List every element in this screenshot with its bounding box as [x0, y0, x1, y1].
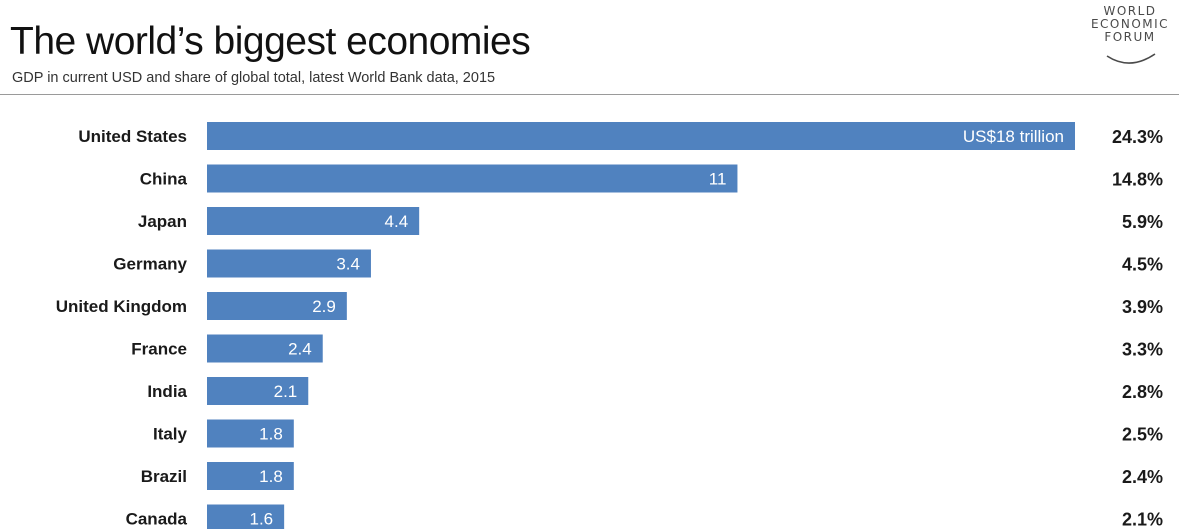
bar-india: [207, 377, 309, 405]
share-label-china: 14.8%: [1112, 170, 1163, 190]
bar-canada: [207, 504, 285, 529]
share-label-united-kingdom: 3.9%: [1122, 297, 1163, 317]
category-label-italy: Italy: [153, 425, 188, 444]
bar-united-states: [207, 122, 1075, 150]
category-label-france: France: [131, 340, 187, 359]
value-label-canada: 1.6: [250, 510, 274, 529]
category-label-united-states: United States: [78, 127, 187, 146]
share-label-italy: 2.5%: [1122, 425, 1163, 445]
bar-united-kingdom: [207, 292, 347, 320]
bar-brazil: [207, 462, 294, 490]
bar-chart: United States US$18 trillion 24.3% China 11 1…: [56, 122, 1163, 529]
share-label-india: 2.8%: [1122, 382, 1163, 402]
category-label-india: India: [147, 382, 187, 401]
value-label-italy: 1.8: [259, 425, 283, 444]
category-label-united-kingdom: United Kingdom: [56, 297, 187, 316]
share-label-japan: 5.9%: [1122, 212, 1163, 232]
share-label-brazil: 2.4%: [1122, 467, 1163, 487]
chart-title: The world’s biggest economies: [10, 20, 531, 63]
value-label-china: 11: [709, 170, 727, 189]
logo-line-world: WORLD: [1103, 4, 1157, 18]
value-label-brazil: 1.8: [259, 467, 283, 486]
category-label-canada: Canada: [126, 510, 188, 529]
header-divider: [0, 94, 1179, 95]
share-label-canada: 2.1%: [1122, 510, 1163, 529]
value-label-germany: 3.4: [336, 255, 360, 274]
category-label-japan: Japan: [138, 212, 187, 231]
category-label-china: China: [140, 170, 188, 189]
value-label-france: 2.4: [288, 340, 312, 359]
share-label-germany: 4.5%: [1122, 255, 1163, 275]
bar-germany: [207, 249, 371, 278]
bar-italy: [207, 419, 294, 448]
value-label-india: 2.1: [274, 382, 298, 401]
bar-china: [207, 164, 738, 193]
value-label-united-kingdom: 2.9: [312, 297, 336, 316]
bar-france: [207, 334, 323, 363]
share-label-france: 3.3%: [1122, 340, 1163, 360]
value-label-united-states: US$18 trillion: [963, 127, 1064, 146]
category-label-brazil: Brazil: [141, 467, 187, 486]
wef-logo: WORLD ECONOMIC FORUM: [1085, 5, 1175, 67]
logo-line-economic: ECONOMIC: [1090, 17, 1170, 31]
bar-japan: [207, 207, 420, 235]
category-label-germany: Germany: [113, 255, 187, 274]
value-label-japan: 4.4: [385, 212, 409, 231]
logo-line-forum: FORUM: [1104, 30, 1156, 44]
share-label-united-states: 24.3%: [1112, 127, 1163, 147]
logo-arc-icon: [1106, 53, 1156, 64]
chart-subtitle: GDP in current USD and share of global t…: [12, 70, 496, 86]
